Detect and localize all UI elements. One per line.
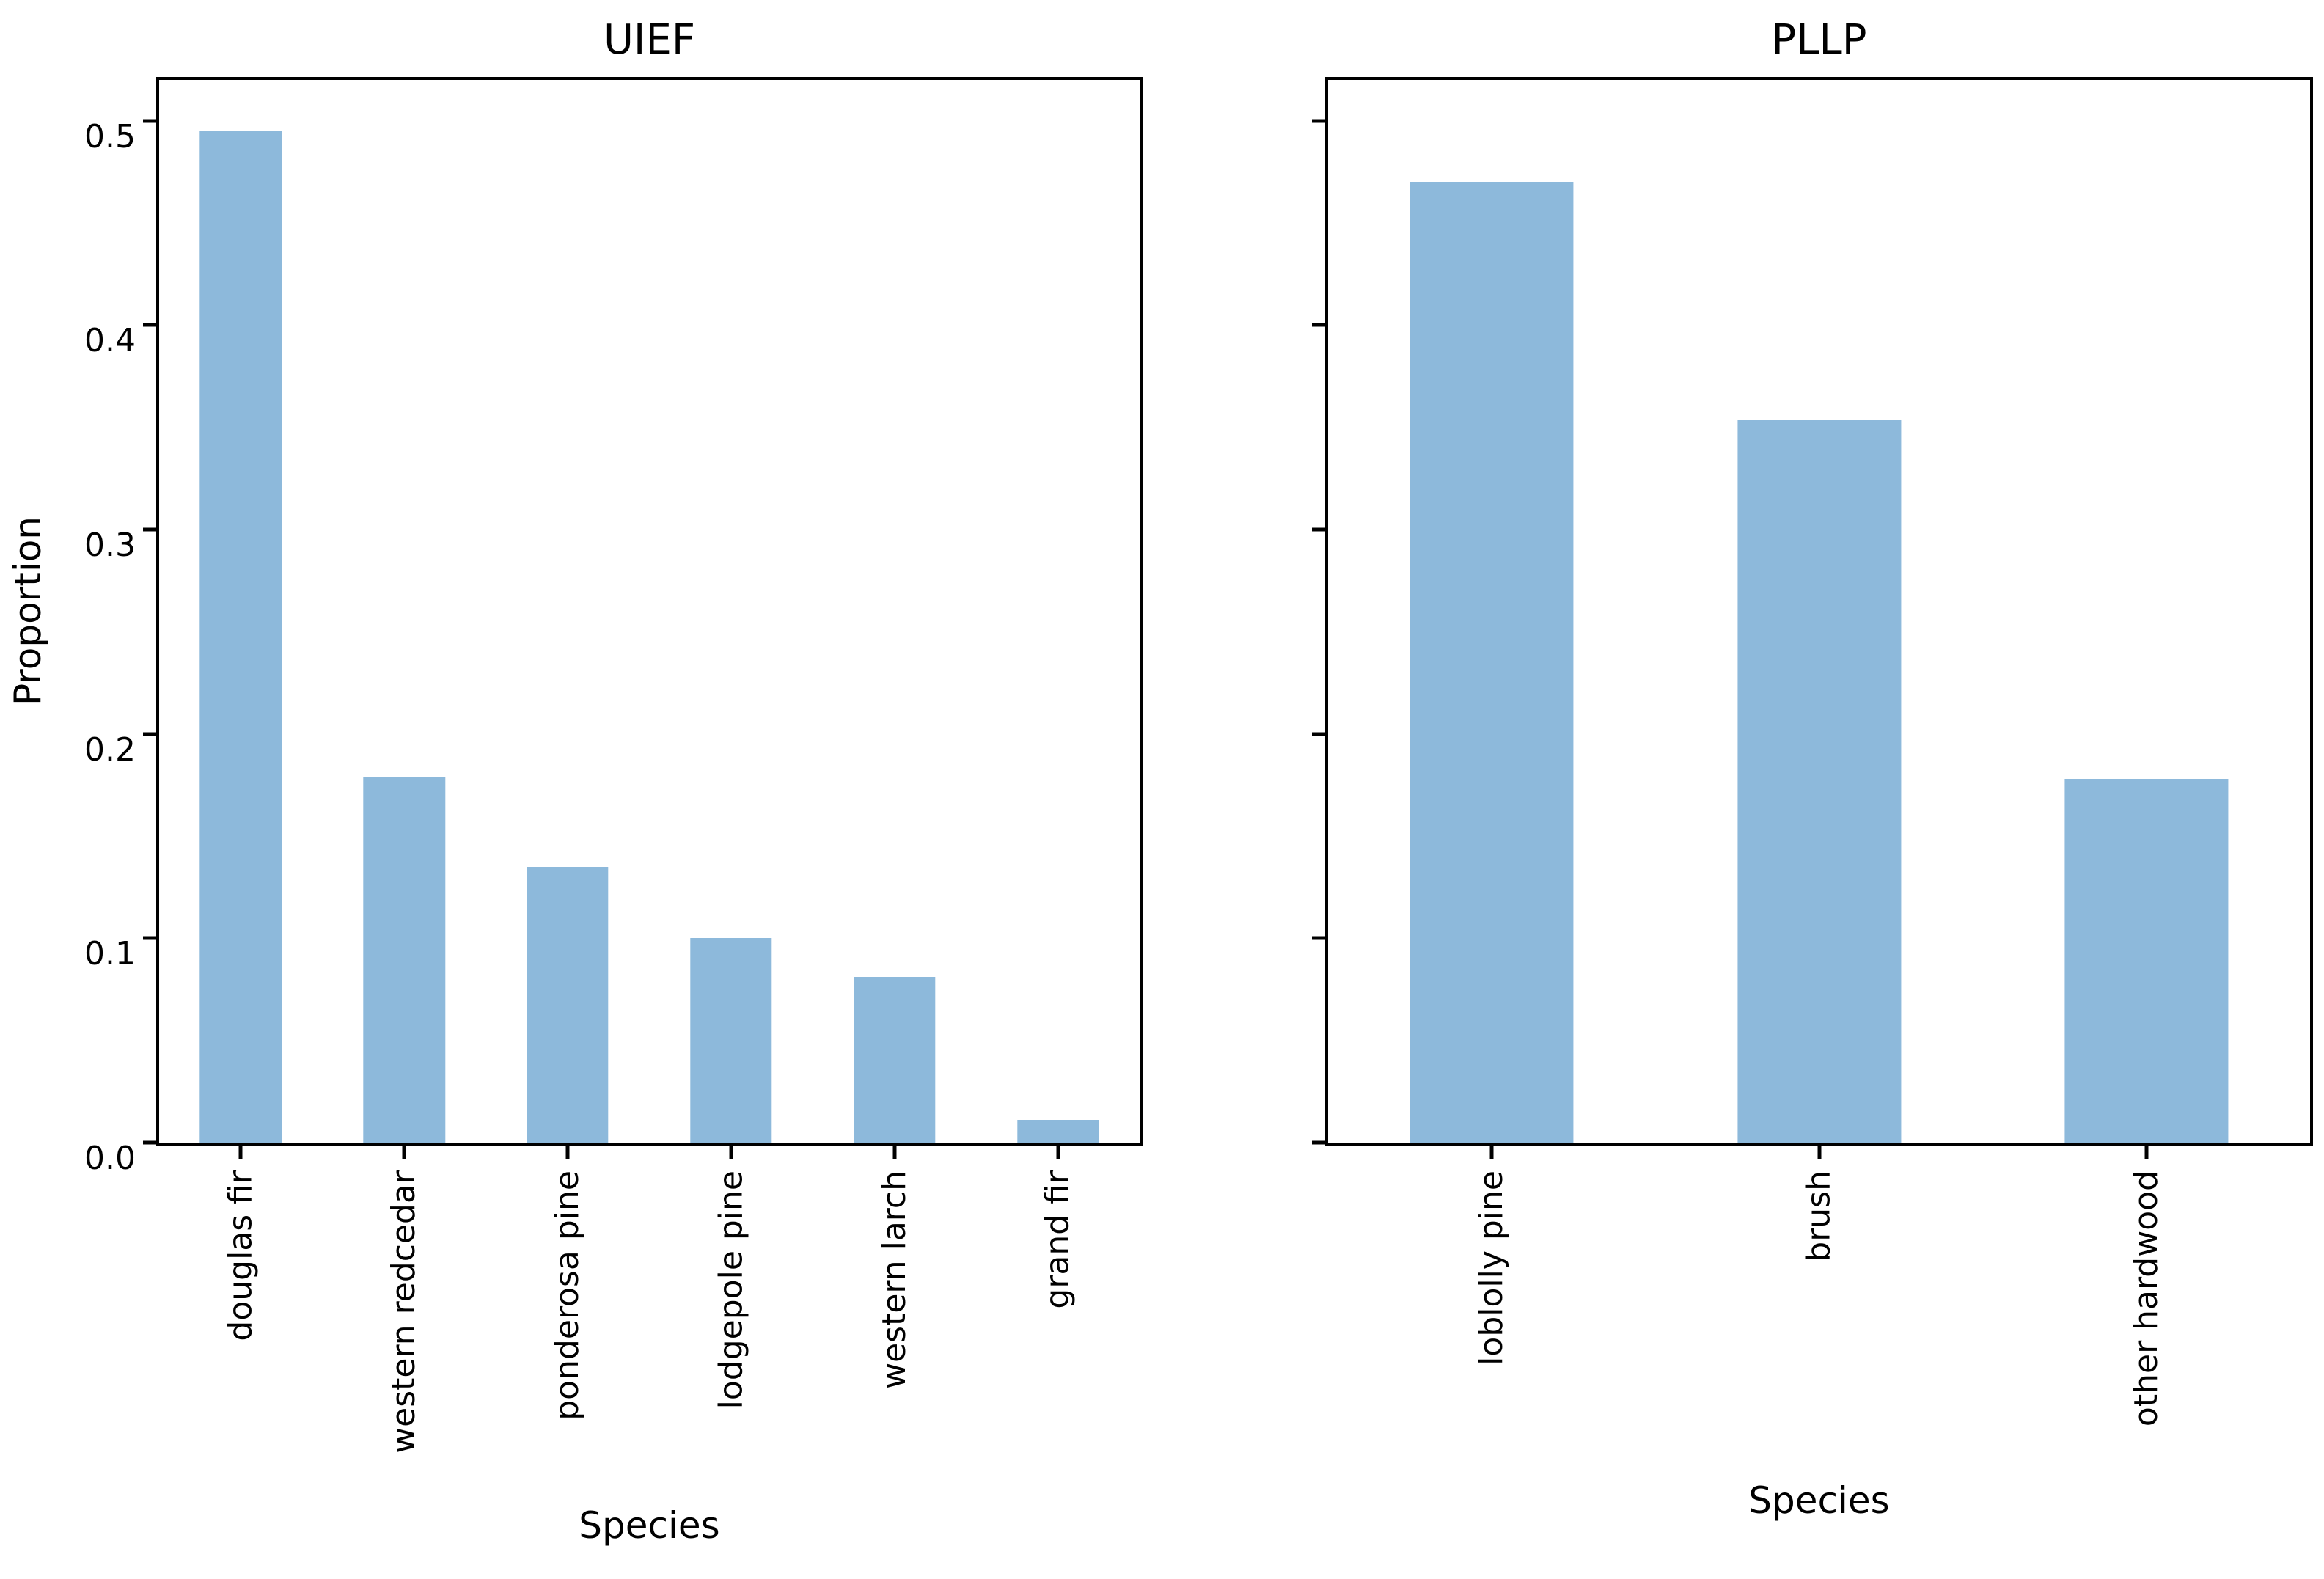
y-tick-mark xyxy=(1312,732,1328,736)
y-tick-mark xyxy=(143,1140,159,1145)
x-tick-label: other hardwood xyxy=(2127,1170,2165,1427)
y-tick-label: 0.2 xyxy=(84,730,136,769)
bar-grand-fir xyxy=(1016,1120,1099,1143)
y-axis-label: Proportion xyxy=(7,516,49,706)
x-tick-mark xyxy=(729,1143,733,1159)
x-tick-label: douglas fir xyxy=(221,1170,260,1341)
axes-pllp: PLLP Species loblolly pine brush other har… xyxy=(1312,17,2313,1522)
y-tick-label: 0.4 xyxy=(84,322,136,360)
bar-douglas-fir xyxy=(199,131,282,1143)
y-tick-mark xyxy=(1312,527,1328,532)
bar-ponderosa-pine xyxy=(527,866,609,1143)
x-tick-label: grand fir xyxy=(1038,1170,1077,1309)
axes-uief: UIEF Species douglas fir western redcedar… xyxy=(84,17,1143,1547)
x-tick-label: lodgepole pine xyxy=(711,1170,749,1410)
y-tick-label: 0.3 xyxy=(84,527,136,565)
x-tick-label: loblolly pine xyxy=(1473,1170,1511,1366)
bar-other-hardwood xyxy=(2064,779,2229,1143)
x-tick-mark xyxy=(1056,1143,1060,1159)
y-tick-mark xyxy=(1312,1140,1328,1145)
x-tick-mark xyxy=(1489,1143,1494,1159)
x-tick-mark xyxy=(565,1143,570,1159)
x-tick-label: brush xyxy=(1800,1170,1838,1262)
y-tick-mark xyxy=(1312,936,1328,940)
y-tick-label: 0.0 xyxy=(84,1140,136,1177)
x-axis-label-uief: Species xyxy=(579,1504,720,1547)
x-tick-label: western redcedar xyxy=(385,1170,423,1454)
x-tick-mark xyxy=(1817,1143,1821,1159)
y-tick-mark xyxy=(1312,323,1328,327)
x-tick-label: ponderosa pine xyxy=(549,1170,587,1421)
chart-title-pllp: PLLP xyxy=(1771,16,1867,64)
x-tick-mark xyxy=(238,1143,243,1159)
y-tick-label: 0.5 xyxy=(84,117,136,155)
y-tick-mark xyxy=(1312,119,1328,123)
x-tick-mark xyxy=(402,1143,406,1159)
chart-title-uief: UIEF xyxy=(603,16,696,64)
x-tick-label: western larch xyxy=(875,1170,913,1389)
bar-western-larch xyxy=(854,977,936,1143)
y-tick-mark xyxy=(143,119,159,123)
bar-western-redcedar xyxy=(363,777,445,1143)
y-tick-mark xyxy=(143,323,159,327)
y-tick-mark xyxy=(143,732,159,736)
y-tick-mark xyxy=(143,527,159,532)
y-tick-label: 0.1 xyxy=(84,935,136,973)
x-tick-mark xyxy=(892,1143,897,1159)
bar-brush xyxy=(1737,419,1902,1143)
bar-loblolly-pine xyxy=(1410,182,1574,1143)
x-tick-mark xyxy=(2144,1143,2149,1159)
bar-lodgepole-pine xyxy=(690,938,772,1143)
y-tick-mark xyxy=(143,936,159,940)
x-axis-label-pllp: Species xyxy=(1748,1479,1890,1522)
